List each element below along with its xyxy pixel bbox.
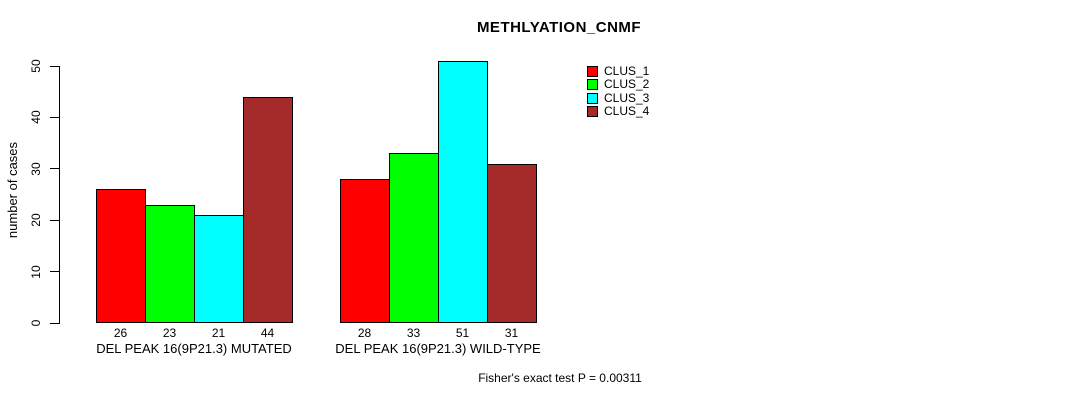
y-axis-line	[59, 66, 60, 324]
legend-swatch-clus_2	[587, 79, 598, 91]
bar-value-label: 21	[211, 326, 226, 340]
legend-swatch-clus_3	[587, 92, 598, 104]
y-tick	[50, 116, 59, 118]
legend-swatch-clus_4	[587, 106, 598, 118]
bar-clus_3-group2	[438, 60, 488, 323]
bar-value-label: 51	[455, 326, 470, 340]
y-tick-label: 20	[29, 213, 43, 227]
bar-value-label: 31	[504, 326, 519, 340]
legend-item: CLUS_2	[587, 78, 649, 91]
legend-label: CLUS_2	[604, 77, 650, 92]
group-label: DEL PEAK 16(9P21.3) WILD-TYPE	[335, 341, 541, 356]
y-tick	[50, 168, 59, 170]
y-tick-label: 40	[29, 110, 43, 125]
bar-value-label: 33	[406, 326, 421, 340]
bar-clus_4-group2	[487, 163, 537, 323]
legend-item: CLUS_3	[587, 90, 650, 105]
bar-clus_1-group1	[96, 189, 146, 323]
legend-label: CLUS_3	[604, 90, 650, 105]
y-tick	[50, 65, 59, 67]
y-tick-label: 10	[29, 264, 43, 279]
group-label: DEL PEAK 16(9P21.3) MUTATED	[96, 341, 292, 356]
y-tick-label: 30	[29, 162, 43, 176]
bar-clus_2-group1	[145, 204, 195, 323]
y-tick	[50, 322, 59, 324]
y-tick	[50, 219, 59, 221]
fisher-test-annotation: Fisher's exact test P = 0.00311	[478, 371, 642, 385]
legend-item: CLUS_1	[587, 65, 649, 78]
legend-label: CLUS_4	[604, 104, 650, 119]
bar-clus_1-group2	[340, 179, 390, 323]
y-tick	[50, 271, 59, 273]
legend-label: CLUS_1	[604, 64, 650, 79]
bar-value-label: 44	[260, 326, 275, 340]
bar-clus_4-group1	[243, 96, 293, 323]
bar-clus_3-group1	[194, 215, 244, 323]
bar-clus_2-group2	[389, 153, 439, 323]
y-tick-label: 50	[29, 59, 43, 73]
legend-swatch-clus_1	[587, 66, 598, 78]
bar-value-label: 26	[113, 326, 128, 340]
bar-value-label: 28	[357, 326, 372, 340]
legend: CLUS_1 CLUS_2 CLUS_3 CLUS_4	[587, 65, 649, 118]
legend-item: CLUS_4	[587, 105, 649, 118]
chart-title: METHLYATION_CNMF	[476, 19, 642, 36]
bar-value-label: 23	[162, 326, 177, 340]
y-tick-label: 0	[29, 319, 43, 327]
